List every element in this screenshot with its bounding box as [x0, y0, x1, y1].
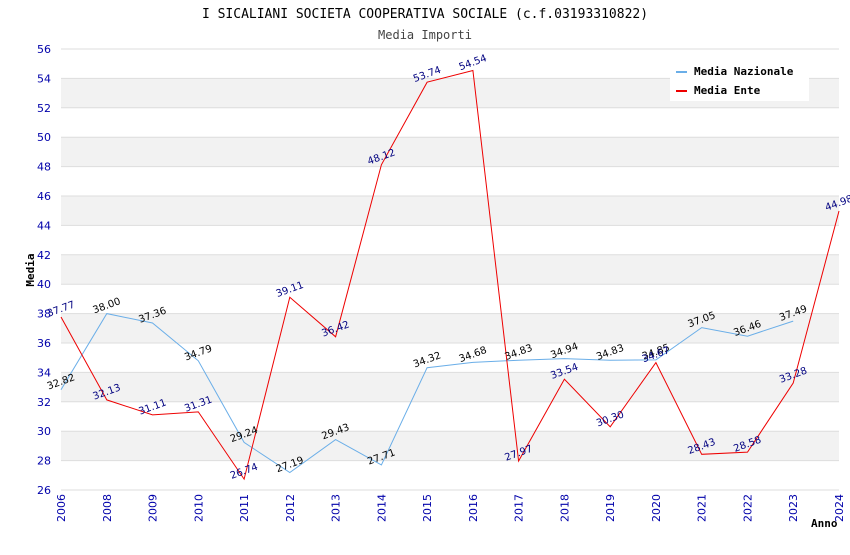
y-tick-label: 54 [37, 72, 51, 85]
y-tick-label: 32 [37, 396, 51, 409]
y-tick-label: 38 [37, 308, 51, 321]
y-tick-label: 46 [37, 190, 51, 203]
y-tick-label: 42 [37, 249, 51, 262]
y-tick-label: 52 [37, 102, 51, 115]
x-axis-label: Anno [811, 517, 838, 530]
series-line-media-nazionale [60, 313, 794, 474]
y-axis-label: Media [24, 253, 37, 286]
y-tick-label: 44 [37, 219, 51, 232]
x-tick-label: 2008 [101, 494, 114, 522]
x-tick-label: 2014 [375, 494, 388, 522]
grid-band [61, 372, 839, 402]
x-tick-label: 2019 [604, 494, 617, 522]
y-tick-label: 26 [37, 484, 51, 497]
x-tick-label: 2016 [467, 494, 480, 522]
x-axis-ticks: 2006 2008 2009 2010 2011 2012 2013 2014 2015 2016… [55, 494, 846, 522]
grid-bands [61, 78, 839, 461]
x-tick-label: 2015 [421, 494, 434, 522]
x-tick-label: 2018 [558, 494, 571, 522]
series-line-media-ente [60, 69, 840, 481]
x-tick-label: 2010 [192, 494, 205, 522]
grid-band [61, 431, 839, 461]
legend-box [670, 59, 809, 101]
y-tick-label: 28 [37, 455, 51, 468]
y-axis-ticks: 26 28 30 32 34 36 38 40 42 44 46 48 50 52 54 56 [37, 43, 51, 497]
legend-label-media-nazionale: Media Nazionale [694, 65, 794, 78]
y-tick-label: 40 [37, 278, 51, 291]
grid-band [61, 137, 839, 167]
legend-label-media-ente: Media Ente [694, 84, 761, 97]
x-tick-label: 2011 [238, 494, 251, 522]
x-tick-label: 2021 [696, 494, 709, 522]
x-tick-label: 2023 [787, 494, 800, 522]
y-tick-label: 48 [37, 161, 51, 174]
grid-band [61, 254, 839, 285]
y-tick-label: 50 [37, 131, 51, 144]
legend: Media Nazionale Media Ente [670, 59, 809, 101]
chart-title: I SICALIANI SOCIETA COOPERATIVA SOCIALE … [202, 7, 648, 22]
x-tick-label: 2020 [650, 494, 663, 522]
y-tick-label: 56 [37, 43, 51, 56]
x-tick-label: 2013 [330, 494, 343, 522]
y-tick-label: 36 [37, 337, 51, 350]
x-tick-label: 2024 [833, 494, 846, 522]
series-lines [60, 69, 840, 481]
grid-band [61, 196, 839, 226]
y-tick-label: 34 [37, 366, 51, 379]
x-tick-label: 2017 [513, 494, 526, 522]
x-tick-label: 2012 [284, 494, 297, 522]
grid-band [61, 313, 839, 343]
x-tick-label: 2022 [741, 494, 754, 522]
grid-lines [61, 48, 839, 491]
y-tick-label: 30 [37, 425, 51, 438]
x-tick-label: 2006 [55, 494, 68, 522]
x-tick-label: 2009 [147, 494, 160, 522]
chart-subtitle: Media Importi [378, 28, 472, 42]
